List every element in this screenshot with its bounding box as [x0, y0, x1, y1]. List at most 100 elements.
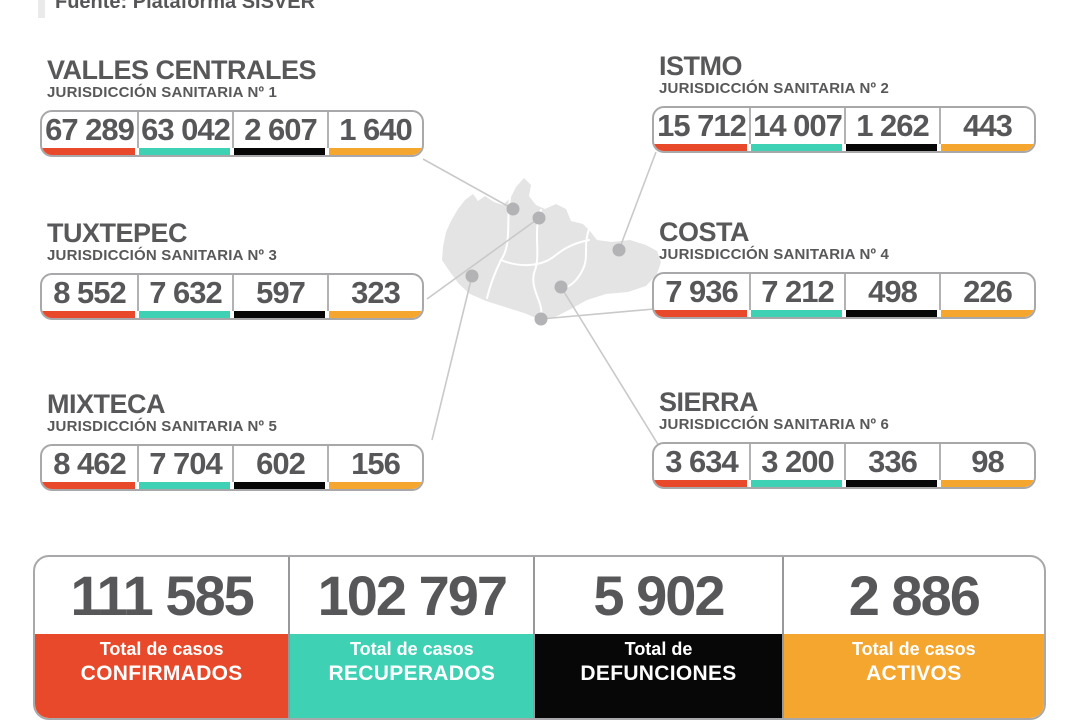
stat-cell-deaths: 336: [844, 443, 939, 487]
stat-value: 15 712: [657, 107, 747, 143]
total-active-cell: 2 886 Total de casos ACTIVOS: [781, 557, 1044, 718]
stat-cell-active: 323: [327, 274, 422, 318]
recovered-color-bar: [751, 309, 842, 317]
section-mixteca: MIXTECA JURISDICCIÓN SANITARIA Nº 5 8 46…: [40, 390, 424, 491]
jurisdiction-boundary-center: [532, 209, 543, 318]
section-subtitle: JURISDICCIÓN SANITARIA Nº 3: [47, 247, 278, 265]
stat-value: 602: [232, 445, 327, 482]
stat-cell-confirmed: 8 462: [42, 446, 137, 489]
jurisdiction-boundary-valley: [500, 239, 590, 266]
stats-card: 67 289 63 042 2 607 1 640: [40, 109, 424, 157]
stat-value: 63 042: [137, 111, 232, 148]
active-color-bar: [329, 481, 422, 489]
stat-cell-deaths: 597: [232, 274, 327, 318]
stat-cell-recovered: 7 704: [137, 445, 232, 489]
stat-value: 67 289: [45, 111, 135, 147]
stat-value: 3 634: [665, 443, 739, 479]
stat-cell-confirmed: 8 552: [42, 275, 137, 318]
deaths-color-bar: [234, 310, 325, 318]
total-deaths-value: 5 902: [593, 564, 725, 627]
total-active-label: Total de casos ACTIVOS: [783, 634, 1044, 718]
stats-card: 7 936 7 212 498 226: [652, 271, 1036, 319]
stat-value: 498: [844, 273, 939, 310]
recovered-color-bar: [139, 310, 230, 318]
map-dot-mixteca: [465, 269, 479, 283]
label-line2: ACTIVOS: [866, 661, 962, 685]
active-color-bar: [329, 310, 422, 318]
stat-cell-recovered: 3 200: [749, 443, 844, 487]
stat-cell-deaths: 498: [844, 273, 939, 317]
stat-cell-recovered: 7 212: [749, 273, 844, 317]
section-tuxtepec: TUXTEPEC JURISDICCIÓN SANITARIA Nº 3 8 5…: [40, 219, 424, 320]
stat-cell-recovered: 7 632: [137, 274, 232, 318]
connector-istmo: [618, 151, 657, 251]
stat-cell-deaths: 1 262: [844, 107, 939, 151]
infographic-canvas: { "source_note": "Fuente: Plataforma SIS…: [33, 0, 1046, 720]
total-confirmed-value: 111 585: [70, 564, 255, 627]
deaths-color-bar: [846, 143, 937, 151]
stat-value: 3 200: [749, 443, 844, 480]
confirmed-color-bar: [42, 310, 135, 318]
stats-card: 15 712 14 007 1 262 443: [652, 105, 1036, 153]
confirmed-color-bar: [42, 147, 135, 155]
section-costa: COSTA JURISDICCIÓN SANITARIA Nº 4 7 936 …: [652, 218, 1036, 319]
stat-cell-deaths: 2 607: [232, 111, 327, 155]
stat-value: 156: [327, 445, 422, 482]
stat-cell-recovered: 14 007: [749, 107, 844, 151]
stat-cell-active: 1 640: [327, 111, 422, 155]
stat-value: 7 212: [749, 273, 844, 310]
stat-value: 597: [232, 274, 327, 311]
stat-value: 8 462: [53, 445, 127, 481]
confirmed-color-bar: [42, 481, 135, 489]
section-sierra: SIERRA JURISDICCIÓN SANITARIA Nº 6 3 634…: [652, 388, 1036, 489]
map-dot-istmo: [612, 243, 626, 257]
total-recovered-value: 102 797: [317, 564, 508, 627]
stat-value: 443: [939, 107, 1034, 144]
stat-cell-active: 156: [327, 445, 422, 489]
label-line2: CONFIRMADOS: [80, 661, 243, 685]
label-line1: Total de casos: [349, 639, 474, 659]
total-confirmed-cell: 111 585 Total de casos CONFIRMADOS: [35, 557, 289, 718]
section-title: COSTA: [659, 217, 750, 247]
total-recovered-label: Total de casos RECUPERADOS: [290, 634, 534, 718]
stat-cell-confirmed: 15 712: [654, 108, 749, 151]
stat-value: 7 632: [137, 274, 232, 311]
stat-cell-active: 98: [939, 443, 1034, 487]
source-note: Fuente: Plataforma SISVER: [55, 0, 316, 13]
stat-value: 14 007: [749, 107, 844, 144]
total-confirmed-label: Total de casos CONFIRMADOS: [35, 634, 289, 718]
map-dots: [465, 202, 626, 326]
connector-costa: [540, 308, 655, 320]
stat-value: 2 607: [232, 111, 327, 148]
stat-value: 8 552: [53, 274, 127, 310]
total-deaths-cell: 5 902 Total de DEFUNCIONES: [533, 557, 782, 718]
section-title: VALLES CENTRALES: [47, 55, 317, 85]
connector-valles-centrales: [422, 158, 514, 210]
active-color-bar: [329, 147, 422, 155]
section-subtitle: JURISDICCIÓN SANITARIA Nº 1: [47, 84, 278, 102]
recovered-color-bar: [139, 481, 230, 489]
section-subtitle: JURISDICCIÓN SANITARIA Nº 4: [659, 246, 890, 264]
stat-cell-active: 226: [939, 273, 1034, 317]
map-dot-tuxtepec: [532, 211, 546, 225]
stat-cell-deaths: 602: [232, 445, 327, 489]
map-dot-costa: [534, 312, 548, 326]
connector-lines: [422, 151, 660, 447]
connector-tuxtepec: [426, 217, 540, 300]
stat-cell-confirmed: 7 936: [654, 274, 749, 317]
connector-mixteca: [431, 275, 473, 441]
deaths-color-bar: [234, 481, 325, 489]
stats-card: 8 552 7 632 597 323: [40, 272, 424, 320]
total-recovered-cell: 102 797 Total de casos RECUPERADOS: [288, 557, 534, 718]
stat-cell-active: 443: [939, 107, 1034, 151]
jurisdiction-boundary-west: [486, 197, 511, 299]
confirmed-color-bar: [654, 479, 747, 487]
total-active-value: 2 886: [848, 564, 981, 627]
label-line1: Total de: [624, 639, 693, 659]
stat-cell-confirmed: 67 289: [42, 112, 137, 155]
stats-card: 8 462 7 704 602 156: [40, 443, 424, 491]
map-dot-valles-centrales: [506, 202, 520, 216]
cropped-edge-artifact: [38, 0, 45, 18]
recovered-color-bar: [751, 143, 842, 151]
recovered-color-bar: [139, 147, 230, 155]
